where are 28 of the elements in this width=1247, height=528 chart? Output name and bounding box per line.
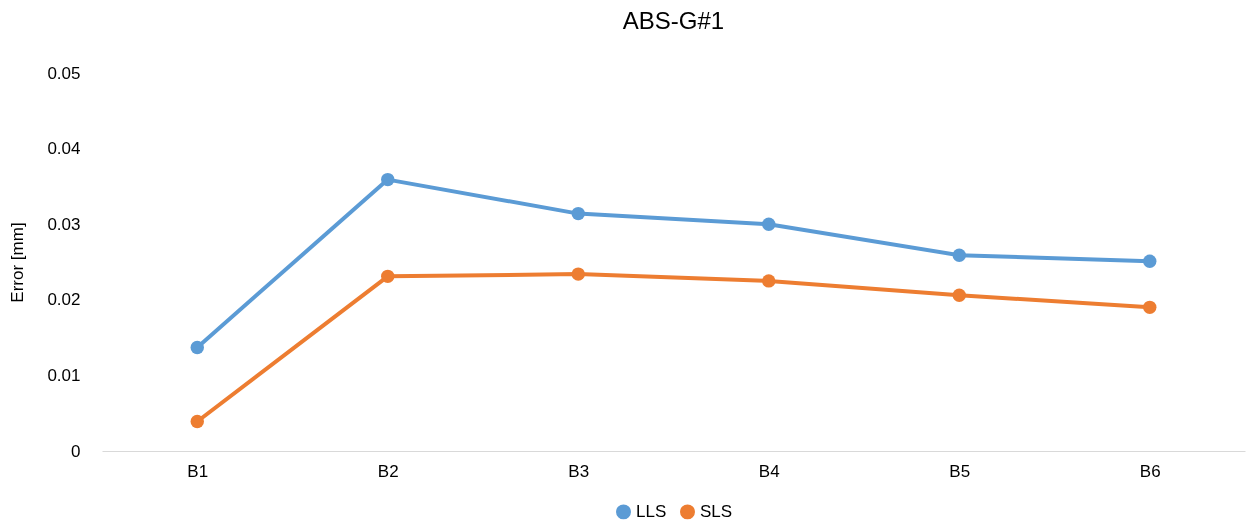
point xyxy=(762,217,776,231)
y-tick-label: 0 xyxy=(71,441,81,461)
y-axis-title: Error [mm] xyxy=(8,222,28,303)
legend-label: LLS xyxy=(636,501,667,521)
y-tick-label: 0.02 xyxy=(47,290,81,310)
point xyxy=(190,414,204,429)
y-tick-label: 0.05 xyxy=(47,63,81,83)
y-tick-label: 0.03 xyxy=(47,214,81,234)
point xyxy=(1143,254,1157,268)
point xyxy=(952,248,966,262)
y-tick-label: 0.01 xyxy=(47,365,81,385)
x-tick-label: B4 xyxy=(758,461,780,481)
point xyxy=(762,274,776,288)
y-tick-label: 0.04 xyxy=(47,139,81,159)
x-tick-label: B1 xyxy=(187,461,209,481)
point xyxy=(1143,300,1157,315)
point xyxy=(381,172,395,187)
x-tick-label: B3 xyxy=(568,461,590,481)
x-tick-label: B6 xyxy=(1139,461,1161,481)
point xyxy=(381,269,395,284)
point xyxy=(571,267,585,281)
x-tick-label: B2 xyxy=(377,461,399,481)
point xyxy=(571,206,585,221)
chart-title: ABS-G#1 xyxy=(622,7,725,34)
point xyxy=(952,288,966,302)
x-tick-label: B5 xyxy=(949,461,971,481)
point xyxy=(190,340,204,355)
legend-label: SLS xyxy=(700,501,733,521)
